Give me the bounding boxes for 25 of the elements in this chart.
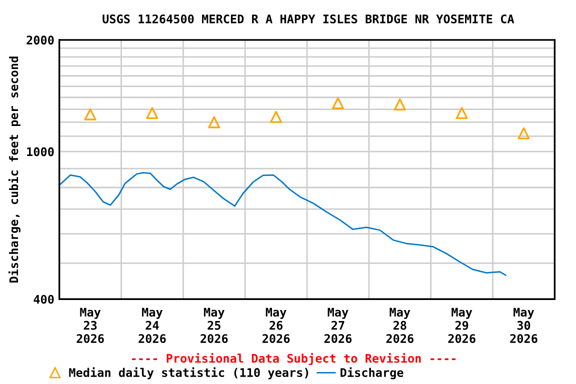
- x-tick-label: May 26 2026: [262, 308, 290, 344]
- x-tick-label: May 25 2026: [200, 308, 228, 344]
- text: ---- Provisional Data Subject to Revision ----: [132, 353, 456, 366]
- x-tick-label: May 27 2026: [324, 308, 352, 344]
- x-tick-label: May 30 2026: [510, 308, 538, 344]
- point: [518, 127, 530, 140]
- point: [270, 110, 282, 123]
- y-tick-label: 1000: [27, 147, 54, 156]
- point: [332, 97, 344, 110]
- point: [146, 107, 158, 120]
- x-tick-label: May 23 2026: [76, 308, 104, 344]
- x-tick-label: May 28 2026: [386, 308, 414, 344]
- point: [456, 107, 468, 120]
- y-tick-label: 400: [34, 294, 54, 304]
- chart-title: USGS 11264500 MERCED R A HAPPY ISLES BRIDGE NR YOSEMITE CA: [102, 14, 514, 24]
- point: [394, 98, 406, 110]
- y-tick-label: 2000: [26, 36, 54, 45]
- point: [208, 116, 220, 128]
- point: [84, 108, 96, 120]
- legend-label: Median daily statistic (110 years): [69, 367, 308, 380]
- y-axis-title: Discharge, cubic feet per second: [8, 56, 20, 282]
- x-tick-label: May 29 2026: [448, 308, 476, 344]
- legend-label: Discharge: [340, 367, 404, 380]
- line-series: [59, 172, 506, 276]
- x-tick-label: May 24 2026: [138, 308, 166, 344]
